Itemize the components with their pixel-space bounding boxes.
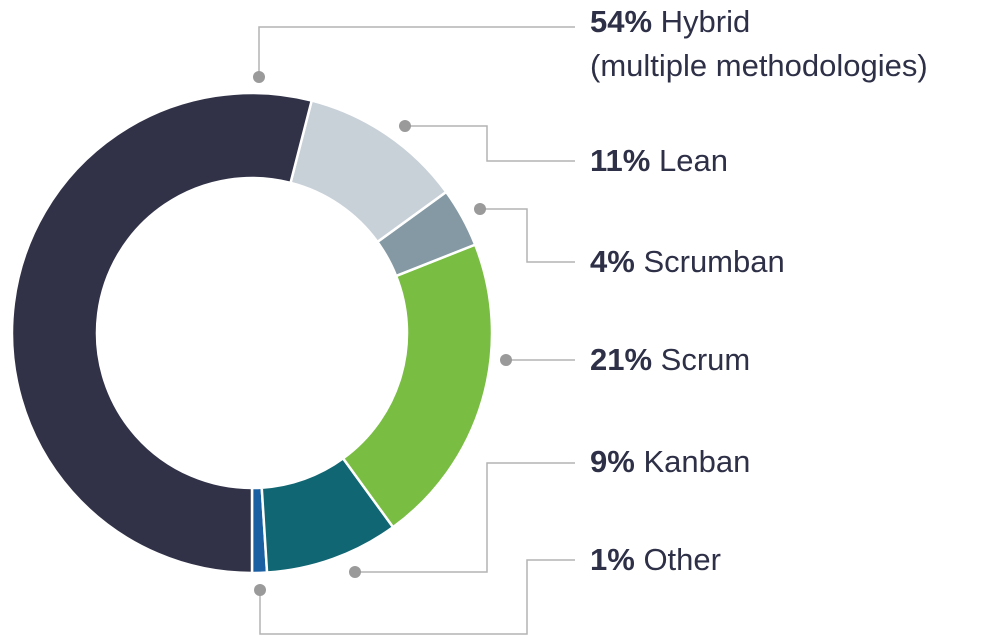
category-label: Lean bbox=[658, 143, 728, 178]
label: 11% Lean bbox=[590, 139, 728, 183]
donut-slice bbox=[260, 456, 395, 574]
value-label: 1% bbox=[590, 542, 635, 577]
donut-slice bbox=[341, 243, 494, 529]
leader-dot bbox=[474, 203, 486, 215]
leader-dot bbox=[349, 566, 361, 578]
value-label: 9% bbox=[590, 444, 635, 479]
label: 4% Scrumban bbox=[590, 240, 785, 284]
leader-line bbox=[480, 208, 575, 263]
donut-slice bbox=[289, 99, 448, 244]
leader-line bbox=[405, 125, 575, 162]
label: 9% Kanban bbox=[590, 440, 750, 484]
leader-line bbox=[259, 559, 575, 635]
label: 21% Scrum bbox=[590, 338, 750, 382]
leaders bbox=[253, 26, 575, 635]
category-label: Hybrid (multiple methodologies) bbox=[590, 4, 928, 83]
category-label: Kanban bbox=[643, 444, 751, 479]
category-label: Other bbox=[643, 542, 721, 577]
value-label: 11% bbox=[590, 143, 651, 178]
donut-slice bbox=[375, 190, 477, 278]
leader-line bbox=[258, 26, 575, 77]
value-label: 21% bbox=[590, 342, 653, 377]
value-label: 54% bbox=[590, 4, 653, 39]
leader-dot bbox=[500, 354, 512, 366]
category-label: Scrumban bbox=[643, 244, 785, 279]
category-label: Scrum bbox=[660, 342, 751, 377]
leader-dot bbox=[253, 71, 265, 83]
leader-dot bbox=[254, 584, 266, 596]
leader-line bbox=[355, 462, 575, 573]
label: 54% Hybrid (multiple methodologies) bbox=[590, 0, 928, 88]
label: 1% Other bbox=[590, 538, 721, 582]
leader-dot bbox=[399, 120, 411, 132]
value-label: 4% bbox=[590, 244, 635, 279]
donut-slice bbox=[10, 91, 314, 575]
